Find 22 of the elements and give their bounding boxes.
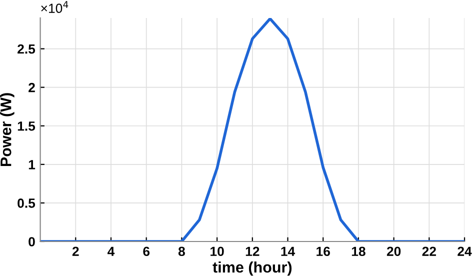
x-tick-label: 20 bbox=[386, 246, 401, 256]
x-tick-label: 22 bbox=[422, 246, 436, 256]
x-axis-title: time (hour) bbox=[212, 261, 292, 276]
text: ×10$^{4}$ bbox=[41, 1, 68, 14]
x-tick-label: 8 bbox=[178, 246, 185, 256]
x-tick-label: 6 bbox=[143, 246, 150, 256]
y-tick-label: 0 bbox=[28, 237, 35, 246]
x-tick-label: 4 bbox=[108, 246, 115, 256]
y-tick-label: 2 bbox=[28, 82, 35, 92]
x-tick-label: 24 bbox=[458, 246, 472, 256]
x-tick-label: 16 bbox=[316, 246, 330, 256]
y-tick-label: 1.5 bbox=[18, 122, 36, 131]
y-tick-label: 2.5 bbox=[18, 44, 36, 54]
x-tick-label: 10 bbox=[210, 246, 224, 256]
x-tick-label: 12 bbox=[246, 246, 260, 256]
x-tick-label: 18 bbox=[352, 246, 366, 256]
x-tick-label: 14 bbox=[281, 246, 296, 256]
x-tick-label: 2 bbox=[72, 246, 79, 256]
y-tick-label: 0.5 bbox=[18, 198, 36, 208]
line-series bbox=[40, 18, 465, 242]
y-tick-label: 1 bbox=[28, 160, 36, 170]
y-axis-title: Power (W) bbox=[0, 93, 14, 166]
